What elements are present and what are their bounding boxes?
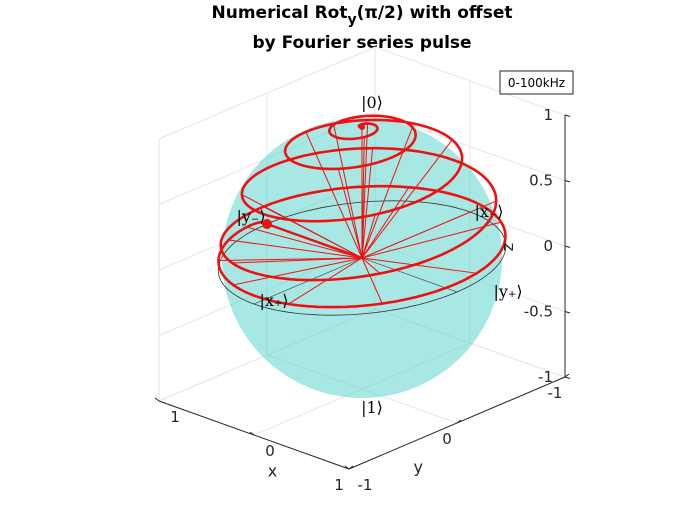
y-tick	[564, 373, 570, 378]
state-vector	[361, 186, 410, 259]
final-state-vector	[266, 222, 363, 260]
z-tick-label: -0.5	[524, 303, 553, 321]
z-tick	[564, 311, 571, 314]
title-subscript: y	[347, 12, 356, 28]
state-vector	[361, 127, 413, 259]
x-axis-title: x	[268, 462, 277, 481]
state-vector	[361, 139, 453, 259]
y-axis-title: y	[413, 458, 422, 477]
z-tick	[564, 180, 571, 183]
legend-entry: 0-100kHz	[508, 76, 565, 90]
chart-title-line1: Numerical Roty(π/2) with offset	[212, 3, 513, 28]
grid-line	[374, 46, 566, 116]
state-vector	[361, 257, 383, 304]
state-vector	[361, 137, 365, 259]
x-tick-label: 1	[170, 408, 180, 426]
state-label-y-plus: |y₊⟩	[493, 282, 522, 301]
trajectory-series	[217, 114, 507, 309]
state-label-zero: |0⟩	[361, 93, 383, 112]
z-tick-label: 0	[543, 237, 553, 255]
chart-title-line2: by Fourier series pulse	[252, 33, 471, 53]
y-tick	[456, 419, 462, 424]
y-tick-label: 0	[442, 430, 452, 448]
y-tick-label: 1	[334, 476, 344, 494]
legend: 0-100kHz	[499, 70, 574, 95]
z-tick-label: 1	[543, 106, 553, 124]
y-tick	[348, 465, 354, 470]
state-vector	[288, 257, 363, 305]
z-tick-label: 0.5	[529, 172, 553, 190]
grid-line	[158, 46, 376, 140]
state-label-one: |1⟩	[361, 398, 383, 417]
state-vector	[305, 131, 363, 259]
title-paren: (π/2) with offset	[357, 3, 513, 23]
x-tick	[154, 397, 160, 402]
title-pre: Numerical Rot	[212, 3, 348, 23]
state-vector	[361, 221, 502, 259]
z-tick-label: -1	[538, 368, 553, 386]
state-vector	[228, 239, 363, 259]
end-marker	[262, 219, 272, 229]
x-tick	[249, 431, 255, 436]
state-vector	[337, 168, 363, 259]
state-label-y-minus: |y₋⟩	[236, 207, 265, 226]
trajectory-path	[217, 114, 507, 309]
state-vector	[361, 257, 477, 274]
state-vector	[361, 214, 376, 259]
x-tick-label: -1	[358, 476, 373, 494]
state-vector	[263, 206, 363, 259]
state-vector	[361, 123, 369, 259]
state-vector	[218, 257, 363, 261]
start-marker	[359, 124, 365, 130]
state-label-x-plus: |x₊⟩	[259, 291, 288, 310]
state-vector	[361, 148, 374, 259]
legend-box	[499, 70, 574, 95]
z-axis-title: z	[498, 243, 517, 251]
z-tick	[564, 245, 571, 248]
state-vector	[333, 124, 363, 259]
y-tick-label: -1	[548, 384, 563, 402]
state-vector	[233, 257, 363, 286]
state-label-x-minus: |x₋⟩	[474, 202, 503, 221]
x-tick-label: 0	[265, 442, 275, 460]
state-vector	[246, 226, 363, 259]
x-tick	[344, 465, 350, 470]
state-vector	[361, 200, 497, 259]
z-tick	[564, 376, 571, 379]
z-tick	[564, 114, 571, 117]
state-vector	[361, 257, 381, 274]
